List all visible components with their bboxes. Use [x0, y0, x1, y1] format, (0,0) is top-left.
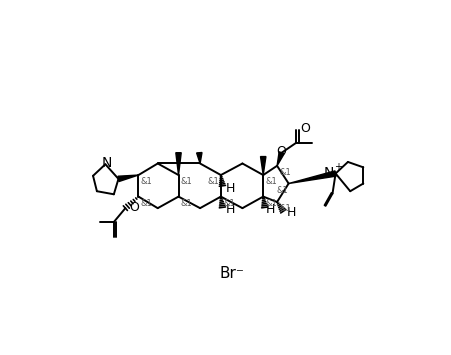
Text: Br⁻: Br⁻ — [219, 266, 244, 281]
Text: N: N — [323, 166, 333, 180]
Text: &1: &1 — [140, 199, 152, 208]
Polygon shape — [118, 175, 138, 181]
Text: +: + — [333, 162, 341, 172]
Text: &1: &1 — [279, 168, 290, 177]
Text: O: O — [129, 201, 139, 214]
Text: H: H — [285, 206, 295, 219]
Text: O: O — [276, 146, 285, 158]
Text: &1: &1 — [180, 199, 192, 208]
Polygon shape — [288, 171, 336, 184]
Polygon shape — [260, 157, 265, 175]
Text: &1: &1 — [207, 178, 218, 186]
Text: &1: &1 — [279, 204, 290, 213]
Text: &1: &1 — [265, 199, 276, 208]
Text: H: H — [266, 203, 275, 216]
Text: H: H — [225, 203, 234, 216]
Polygon shape — [196, 153, 202, 164]
Text: &1: &1 — [180, 178, 192, 186]
Text: N: N — [101, 157, 112, 170]
Text: &1: &1 — [140, 178, 152, 186]
Text: O: O — [299, 122, 309, 135]
Polygon shape — [276, 152, 284, 166]
Polygon shape — [175, 153, 181, 175]
Text: &1: &1 — [276, 186, 287, 195]
Text: &1: &1 — [223, 199, 235, 208]
Text: H: H — [225, 182, 234, 195]
Text: &1: &1 — [265, 178, 276, 186]
